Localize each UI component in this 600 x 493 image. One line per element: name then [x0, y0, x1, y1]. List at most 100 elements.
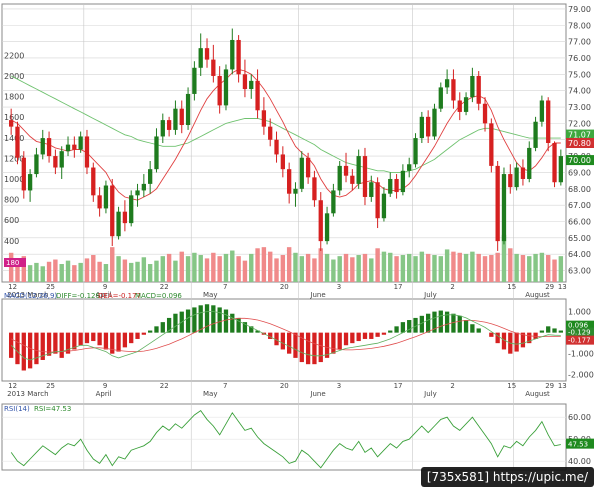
macd-month-label: 2013 March — [7, 390, 48, 398]
volume-bar — [198, 255, 203, 282]
macd-hist-bar — [249, 326, 254, 333]
volume-tick-label: 800 — [4, 196, 19, 205]
volume-bar — [476, 253, 481, 282]
macd-hist-bar — [91, 332, 96, 342]
macd-tick-label: -2.000 — [568, 371, 594, 380]
volume-bar — [305, 253, 311, 282]
volume-tick-label: 1400 — [4, 134, 24, 143]
macd-hist-bar — [495, 332, 500, 344]
volume-bar — [185, 256, 191, 282]
macd-hist-bar — [78, 332, 83, 346]
candle-body — [198, 48, 203, 68]
volume-bar — [495, 252, 500, 282]
volume-bar — [552, 259, 557, 282]
macd-hist-bar — [451, 313, 456, 333]
candle-body — [375, 182, 380, 219]
rsi-tick-label: 40.00 — [568, 457, 591, 466]
macd-day-label: 22 — [160, 382, 169, 390]
candle-body — [495, 165, 500, 242]
price-tick-label: 64.00 — [568, 250, 591, 259]
volume-bar — [425, 253, 431, 282]
macd-hist-bar — [287, 332, 292, 354]
macd-hist-bar — [274, 332, 279, 346]
volume-bar — [59, 264, 64, 282]
volume-bar — [236, 256, 241, 282]
candle-body — [249, 80, 254, 90]
candle-body — [558, 156, 563, 183]
candle-body — [268, 126, 273, 140]
volume-bar — [21, 256, 27, 282]
macd-hist-bar — [527, 332, 532, 344]
candle-body — [527, 147, 532, 179]
price-tick-label: 69.00 — [568, 168, 591, 177]
volume-bar — [97, 261, 102, 282]
volume-bar — [192, 252, 197, 282]
rsi-indicator-label: RSI(14) — [4, 405, 30, 413]
candle-body — [362, 156, 368, 197]
rsi-tick-label: 60.00 — [568, 413, 591, 422]
volume-bar — [331, 259, 336, 282]
candle-body — [444, 79, 450, 88]
volume-bar — [369, 258, 374, 282]
macd-day-label: 12 — [8, 382, 17, 390]
watermark-label: [735x581] https://upic.me/ — [420, 467, 594, 487]
volume-tick-label: 1800 — [4, 93, 24, 102]
macd-day-label: 25 — [46, 382, 55, 390]
volume-bar — [533, 253, 538, 282]
day-label: 15 — [507, 283, 516, 291]
volume-bar — [451, 251, 456, 282]
candle-body — [305, 157, 311, 178]
day-label: 7 — [223, 283, 227, 291]
macd-day-label: 3 — [337, 382, 341, 390]
macd-hist-bar — [97, 332, 102, 346]
macd-hist-bar — [514, 332, 519, 352]
candle-body — [84, 136, 90, 168]
volume-bar — [211, 252, 216, 282]
candle-body — [533, 121, 538, 148]
candle-body — [211, 59, 216, 76]
macd-hist-bar — [217, 307, 222, 333]
candle-body — [9, 120, 14, 127]
candle-body — [489, 123, 494, 166]
macd-month-label: April — [96, 390, 112, 398]
candle-body — [255, 80, 260, 111]
candle-body — [116, 211, 121, 237]
candle-body — [192, 67, 197, 94]
volume-bar — [274, 258, 279, 282]
macd-hist-bar — [388, 330, 393, 333]
macd-hist-bar — [27, 332, 33, 369]
volume-bar — [261, 247, 267, 282]
macd-hist-bar — [293, 332, 298, 358]
candle-body — [72, 144, 77, 150]
volume-bar — [444, 249, 450, 282]
candle-body — [185, 93, 191, 126]
macd-hist-bar — [129, 332, 134, 344]
ma-short-line — [10, 68, 561, 201]
candle-body — [154, 136, 159, 170]
macd-hist-bar — [84, 332, 90, 344]
volume-tick-label: 1600 — [4, 113, 24, 122]
candle-body — [274, 139, 279, 155]
macd-month-label: June — [309, 390, 325, 398]
macd-hist-bar — [268, 332, 273, 339]
ma-short-value-label-bg — [566, 138, 594, 148]
macd-hist-bar — [110, 332, 115, 354]
macd-diff-label: DIFF=-0.129 — [56, 292, 100, 300]
candle-body — [501, 174, 507, 242]
candle-body — [426, 116, 431, 137]
volume-bar — [362, 253, 368, 282]
volume-bar — [91, 255, 96, 282]
macd-hist-bar — [135, 332, 140, 339]
macd-hist-bar — [432, 311, 437, 333]
candle-body — [432, 108, 437, 137]
candle-body — [65, 144, 71, 152]
macd-hist-bar — [400, 322, 406, 333]
candle-body — [204, 48, 210, 60]
volume-bar — [242, 260, 248, 282]
volume-bar — [72, 265, 77, 282]
rsi-value-label: RSI=47.53 — [34, 405, 71, 413]
volume-bar — [217, 256, 222, 282]
rsi-current-label-bg — [566, 438, 594, 449]
price-tick-label: 74.00 — [568, 87, 591, 96]
price-tick-label: 76.00 — [568, 54, 591, 63]
